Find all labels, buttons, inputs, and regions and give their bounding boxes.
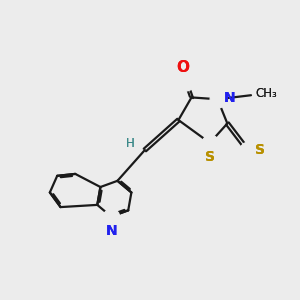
Text: S: S — [205, 150, 215, 164]
Text: O: O — [177, 60, 190, 75]
Text: S: S — [205, 150, 215, 164]
Text: N: N — [224, 91, 235, 104]
Text: N: N — [105, 224, 117, 238]
Text: S: S — [255, 143, 265, 157]
Text: H: H — [126, 137, 135, 150]
Text: O: O — [177, 60, 190, 75]
Text: H: H — [126, 137, 135, 150]
Text: CH₃: CH₃ — [255, 87, 277, 100]
Text: N: N — [105, 224, 117, 238]
Text: N: N — [224, 91, 235, 104]
Text: CH₃: CH₃ — [255, 87, 277, 100]
Text: S: S — [255, 143, 265, 157]
